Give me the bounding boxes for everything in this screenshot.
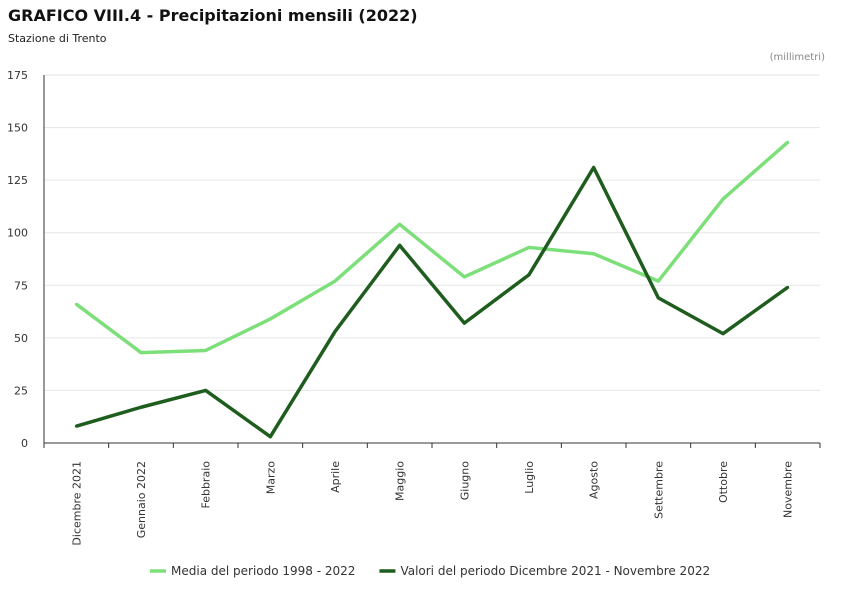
x-tick-label: Ottobre bbox=[717, 461, 730, 503]
x-tick-label: Luglio bbox=[523, 461, 536, 494]
data-point bbox=[462, 275, 466, 279]
x-tick-label: Maggio bbox=[394, 461, 407, 501]
y-tick-label: 125 bbox=[7, 174, 28, 187]
data-point bbox=[268, 435, 272, 439]
data-point bbox=[721, 197, 725, 201]
unit-label: (millimetri) bbox=[770, 52, 825, 63]
data-point bbox=[721, 332, 725, 336]
data-point bbox=[527, 273, 531, 277]
series-line-2 bbox=[75, 165, 789, 439]
series-line-1 bbox=[75, 140, 789, 355]
x-tick-label: Agosto bbox=[588, 461, 601, 499]
x-tick-label: Marzo bbox=[264, 461, 277, 495]
x-tick-label: Febbraio bbox=[200, 461, 213, 509]
legend-label-1: Media del periodo 1998 - 2022 bbox=[171, 564, 355, 578]
data-point bbox=[592, 166, 596, 170]
legend-label-2: Valori del periodo Dicembre 2021 - Novem… bbox=[400, 564, 710, 578]
data-point bbox=[592, 252, 596, 256]
y-tick-label: 50 bbox=[14, 332, 28, 345]
x-tick-label: Gennaio 2022 bbox=[135, 461, 148, 538]
data-point bbox=[786, 140, 790, 144]
chart-subtitle: Stazione di Trento bbox=[8, 32, 107, 45]
x-tick-label: Aprile bbox=[329, 461, 342, 493]
data-point bbox=[656, 279, 660, 283]
y-tick-label: 75 bbox=[14, 279, 28, 292]
data-point bbox=[462, 321, 466, 325]
chart-title: GRAFICO VIII.4 - Precipitazioni mensili … bbox=[8, 6, 418, 25]
data-point bbox=[333, 279, 337, 283]
data-point bbox=[656, 296, 660, 300]
y-tick-label: 0 bbox=[21, 437, 28, 450]
data-point bbox=[204, 388, 208, 392]
x-tick-label: Settembre bbox=[652, 461, 665, 519]
data-point bbox=[527, 245, 531, 249]
data-point bbox=[74, 302, 78, 306]
data-point bbox=[139, 405, 143, 409]
data-point bbox=[204, 348, 208, 352]
x-tick-label: Dicembre 2021 bbox=[70, 461, 83, 546]
x-tick-label: Giugno bbox=[458, 461, 471, 501]
y-tick-label: 150 bbox=[7, 122, 28, 135]
data-point bbox=[398, 222, 402, 226]
data-point bbox=[398, 243, 402, 247]
y-tick-label: 25 bbox=[14, 384, 28, 397]
data-point bbox=[268, 317, 272, 321]
x-tick-label: Novembre bbox=[782, 461, 795, 518]
y-tick-label: 175 bbox=[7, 69, 28, 82]
data-point bbox=[74, 424, 78, 428]
data-point bbox=[786, 285, 790, 289]
data-point bbox=[139, 351, 143, 355]
data-point bbox=[333, 330, 337, 334]
y-tick-label: 100 bbox=[7, 227, 28, 240]
